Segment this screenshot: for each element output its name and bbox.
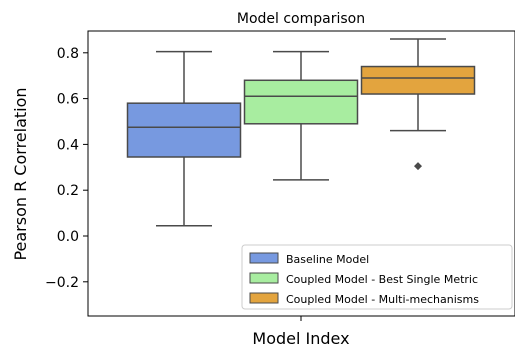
iqr-box (126, 102, 242, 158)
x-axis-title: Model Index (252, 329, 349, 348)
box-1 (126, 50, 242, 227)
y-tick-label: 0.8 (57, 46, 79, 62)
y-axis-title: Pearson R Correlation (11, 87, 30, 260)
legend-frame (241, 244, 513, 310)
box-3 (360, 38, 476, 171)
box-2 (243, 50, 359, 181)
legend-swatch (249, 292, 279, 304)
y-axis: −0.2 0.0 0.2 0.4 0.6 0.8 (45, 46, 302, 321)
y-tick-label: −0.2 (45, 275, 79, 291)
chart-title: Model comparison (237, 11, 365, 27)
legend-label: Coupled Model - Best Single Metric (286, 273, 478, 286)
legend: Baseline Model Coupled Model - Best Singl… (241, 244, 513, 310)
legend-swatch (249, 272, 279, 284)
iqr-box (243, 79, 359, 125)
plot-area (126, 38, 476, 227)
iqr-box (360, 65, 476, 95)
legend-label: Baseline Model (286, 253, 369, 266)
outlier-point (414, 162, 422, 171)
y-tick-label: 0.6 (57, 92, 79, 108)
y-tick-label: 0.2 (57, 183, 79, 199)
y-tick-label: 0.0 (57, 229, 79, 245)
y-tick-label: 0.4 (57, 137, 79, 153)
legend-swatch (249, 252, 279, 264)
legend-label: Coupled Model - Multi-mechanisms (286, 293, 479, 306)
